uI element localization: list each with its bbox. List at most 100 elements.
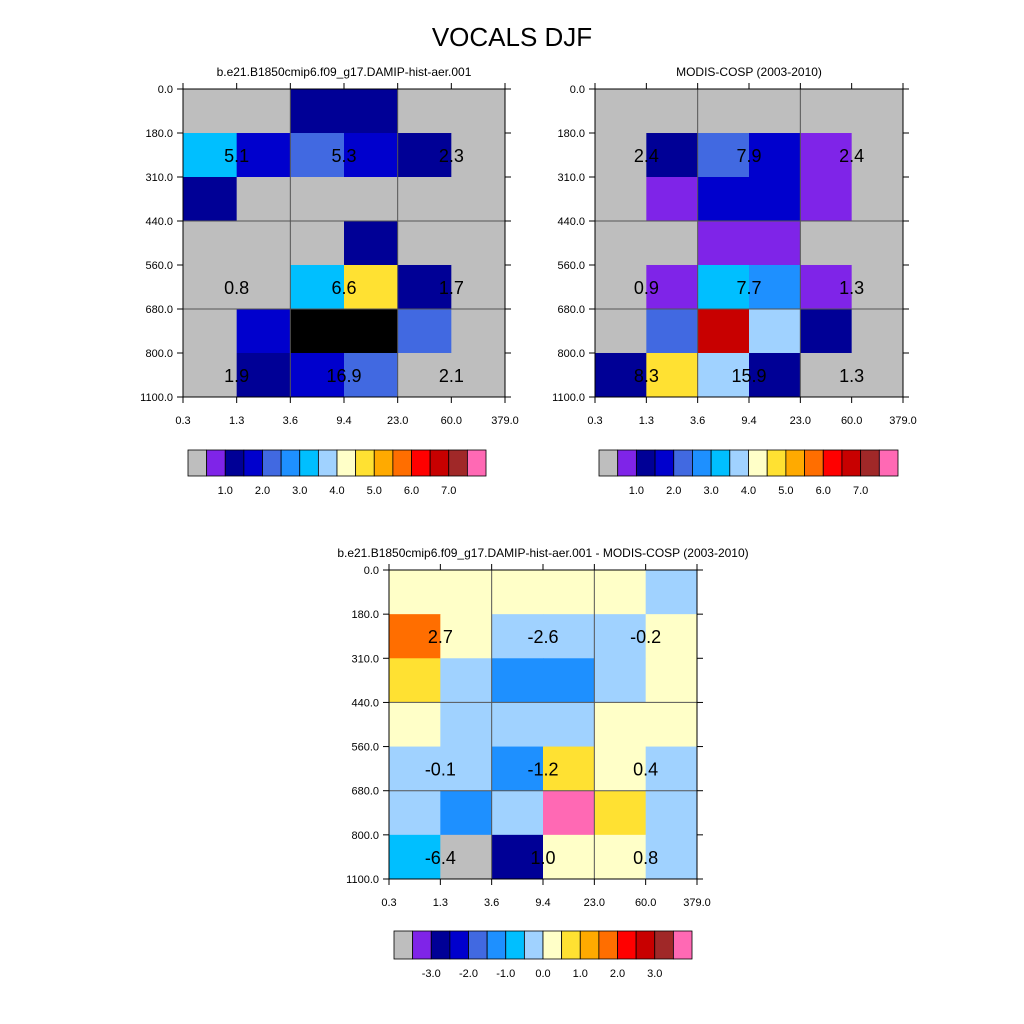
colorbar-swatch	[860, 449, 880, 477]
heatmap-cell	[344, 309, 399, 354]
heatmap-cell	[749, 221, 801, 266]
heatmap-cell	[183, 309, 238, 354]
colorbar-label: 0.0	[535, 968, 550, 980]
heatmap-cell	[344, 177, 399, 222]
x-tick-label: 23.0	[387, 415, 408, 427]
cell-annotation: 0.8	[633, 848, 658, 868]
heatmap-cell	[594, 746, 647, 792]
heatmap-cell	[236, 177, 291, 222]
heatmap-cell	[236, 352, 291, 398]
heatmap-cell	[397, 352, 452, 398]
colorbar-swatch	[336, 449, 357, 477]
heatmap-cell	[397, 264, 452, 310]
heatmap-cell	[451, 352, 506, 398]
x-tick-label: 60.0	[841, 415, 862, 427]
heatmap-cell	[389, 746, 441, 792]
y-tick-label: 0.0	[364, 565, 379, 577]
colorbar-swatch	[598, 449, 619, 477]
cell-annotation: 8.3	[634, 366, 659, 386]
colorbar-swatch	[523, 930, 544, 960]
cell-annotation: 2.3	[439, 146, 464, 166]
x-tick-label: 1.3	[229, 415, 244, 427]
heatmap-cell	[397, 89, 452, 134]
colorbar-swatch	[579, 930, 600, 960]
heatmap-cell	[491, 658, 544, 703]
heatmap-cell	[595, 133, 647, 178]
cell-annotation: 7.7	[736, 278, 761, 298]
colorbar-label: 3.0	[292, 485, 307, 497]
colorbar-label: 1.0	[629, 485, 644, 497]
colorbar-swatch	[411, 449, 431, 477]
colorbar-swatch	[635, 930, 656, 960]
heatmap-cell	[697, 89, 750, 134]
cell-annotation: 0.4	[633, 760, 658, 780]
heatmap-cell	[491, 702, 544, 748]
heatmap-cell	[646, 309, 699, 354]
heatmap-cell	[491, 790, 544, 836]
cell-annotation: -0.1	[425, 760, 456, 780]
colorbar-label: 2.0	[255, 485, 270, 497]
colorbar-swatch	[654, 449, 675, 477]
cell-annotation: -6.4	[425, 848, 456, 868]
colorbar-swatch	[429, 449, 450, 477]
heatmap-cell	[594, 702, 647, 748]
y-tick-label: 560.0	[557, 260, 585, 272]
heatmap-cell	[183, 177, 238, 222]
heatmap-cell	[594, 570, 647, 615]
colorbar-swatch	[430, 930, 451, 960]
colorbar-swatch	[373, 449, 394, 477]
heatmap-cell	[851, 221, 904, 266]
y-tick-label: 180.0	[557, 128, 585, 140]
heatmap-cell	[595, 89, 647, 134]
x-tick-label: 1.3	[639, 415, 654, 427]
colorbar-swatch	[598, 930, 618, 960]
heatmap-cell	[451, 264, 506, 310]
panel-title: MODIS-COSP (2003-2010)	[676, 65, 822, 79]
colorbar-swatch	[224, 449, 245, 477]
colorbar-swatch	[822, 449, 843, 477]
colorbar-swatch	[262, 449, 282, 477]
cell-annotation: 7.9	[736, 146, 761, 166]
cell-annotation: 1.0	[530, 848, 555, 868]
heatmap-cell	[645, 834, 698, 880]
heatmap-cell	[389, 658, 441, 703]
cell-annotation: 2.1	[439, 366, 464, 386]
cell-annotation: 0.8	[224, 278, 249, 298]
heatmap-cell	[595, 264, 647, 310]
x-tick-label: 0.3	[175, 415, 190, 427]
x-tick-label: 379.0	[889, 415, 917, 427]
heatmap-cell	[290, 133, 345, 178]
heatmap-cell	[236, 309, 291, 354]
heatmap-cell	[344, 133, 399, 178]
colorbar-label: -1.0	[496, 968, 515, 980]
page-title: VOCALS DJF	[432, 22, 592, 52]
colorbar-label: 6.0	[816, 485, 831, 497]
heatmap-cell	[800, 264, 853, 310]
heatmap-cell	[236, 89, 291, 134]
y-tick-label: 440.0	[351, 697, 379, 709]
colorbar: -3.0 -2.0 -1.0 0.0 1.0 2.0 3.0	[393, 930, 693, 980]
heatmap-cell	[800, 309, 853, 354]
heatmap-cell	[440, 570, 493, 615]
heatmap-cell	[389, 790, 441, 836]
heatmap-cell	[595, 177, 647, 222]
heatmap-cell	[397, 309, 452, 354]
heatmap-cell	[749, 89, 801, 134]
heatmap-cell	[851, 309, 904, 354]
heatmap-cell	[451, 309, 506, 354]
x-tick-label: 23.0	[584, 897, 605, 909]
heatmap-cell	[697, 177, 750, 222]
heatmap-cell	[749, 133, 801, 178]
y-tick-label: 180.0	[145, 128, 173, 140]
panel-title: b.e21.B1850cmip6.f09_g17.DAMIP-hist-aer.…	[337, 546, 748, 560]
y-tick-label: 1100.0	[552, 392, 585, 404]
x-tick-label: 3.6	[484, 897, 499, 909]
x-tick-label: 3.6	[283, 415, 298, 427]
colorbar-label: 5.0	[367, 485, 382, 497]
colorbar-swatch	[654, 930, 674, 960]
heatmap-cell	[543, 702, 595, 748]
y-tick-label: 0.0	[570, 84, 585, 96]
heatmap-cell	[646, 264, 699, 310]
colorbar: 1.0 2.0 3.0 4.0 5.0 6.0 7.0	[187, 449, 487, 497]
heatmap-cell	[543, 658, 595, 703]
